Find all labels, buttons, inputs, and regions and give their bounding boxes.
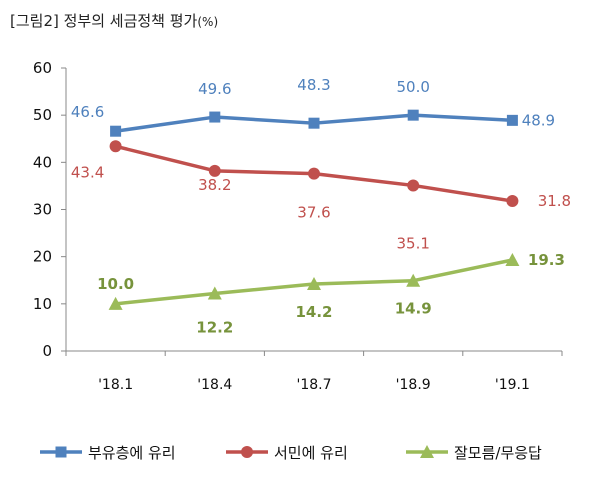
y-tick-label: 40	[33, 153, 52, 171]
data-label-2-1: 43.4	[71, 163, 104, 181]
data-label-3-2: 12.2	[196, 318, 233, 336]
x-tick-label: '18.4	[197, 377, 232, 393]
data-label-2-2: 38.2	[198, 176, 231, 194]
y-tick-label: 0	[42, 342, 52, 360]
y-tick-label: 50	[33, 106, 52, 124]
data-label-1-1: 46.6	[71, 103, 104, 121]
chart-title: [그림2] 정부의 세금정책 평가(%)	[10, 12, 218, 30]
legend-marker-1	[55, 446, 67, 458]
legend-marker-3	[420, 445, 434, 458]
data-point-2-4	[407, 179, 420, 192]
data-point-2-5	[506, 195, 519, 208]
data-label-2-4: 35.1	[396, 234, 429, 252]
data-label-3-1: 10.0	[97, 275, 134, 293]
data-point-1-3	[308, 117, 320, 129]
legend-label-2: 서민에 유리	[274, 444, 348, 462]
data-point-1-5	[506, 114, 518, 126]
y-tick-label: 60	[33, 59, 52, 77]
x-tick-label: '18.9	[396, 377, 431, 393]
data-point-1-2	[209, 111, 221, 123]
y-tick-label: 30	[33, 201, 52, 219]
data-label-1-2: 49.6	[198, 80, 231, 98]
data-point-3-1	[108, 296, 123, 310]
plot-area: 0 10 20 30 40 50 60 '18.1 '18.4 '18.7 '18.9 '19.1 46…	[33, 59, 571, 393]
chart-title-unit: (%)	[197, 15, 218, 29]
y-tick-label: 10	[33, 295, 52, 313]
x-tick-label: '19.1	[495, 377, 530, 393]
data-label-1-4: 50.0	[396, 78, 429, 96]
data-label-2-3: 37.6	[297, 204, 330, 222]
legend-marker-2	[241, 446, 253, 458]
legend-label-3: 잘모름/무응답	[454, 444, 542, 462]
data-label-1-5: 48.9	[522, 111, 555, 129]
x-tick-label: '18.1	[98, 377, 133, 393]
data-point-2-2	[208, 164, 221, 177]
data-label-3-3: 14.2	[295, 303, 332, 321]
data-point-2-3	[308, 167, 320, 180]
legend: 부유층에 유리 서민에 유리 잘모름/무응답	[40, 444, 542, 462]
data-point-3-3	[307, 277, 321, 291]
x-tick-label: '18.7	[296, 377, 331, 393]
data-label-3-5: 19.3	[528, 251, 565, 269]
data-point-3-4	[406, 273, 421, 287]
data-label-2-5: 31.8	[538, 192, 571, 210]
data-point-2-1	[109, 140, 122, 153]
chart-title-main: [그림2] 정부의 세금정책 평가	[10, 12, 198, 30]
legend-label-1: 부유층에 유리	[88, 444, 176, 462]
data-point-3-5	[505, 252, 520, 266]
data-label-3-4: 14.9	[395, 300, 432, 318]
data-label-1-3: 48.3	[297, 76, 330, 94]
y-tick-label: 20	[33, 248, 52, 266]
data-point-1-1	[110, 125, 122, 137]
data-point-3-2	[207, 286, 222, 300]
data-point-1-4	[407, 109, 419, 121]
